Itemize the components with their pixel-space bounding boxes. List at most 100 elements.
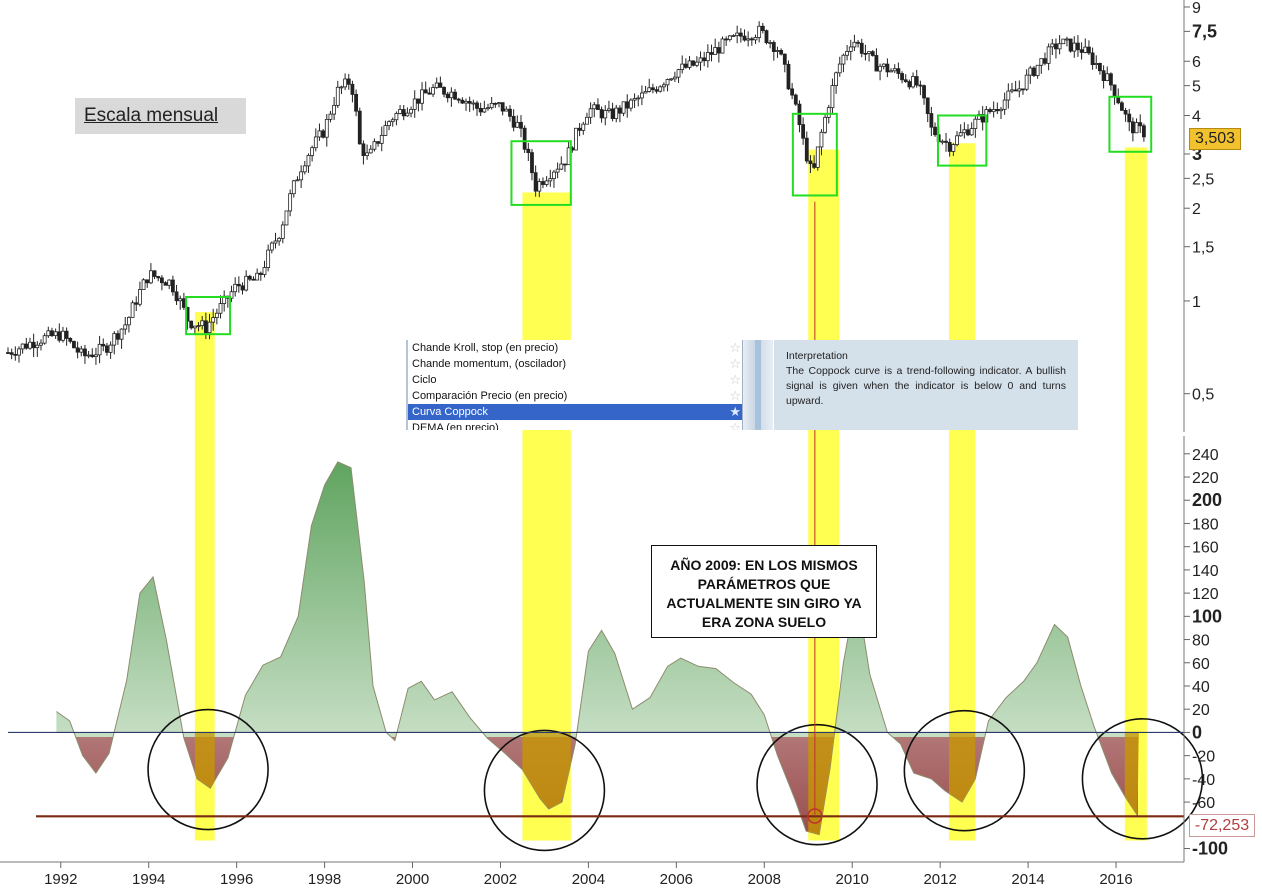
candle-body (86, 354, 91, 357)
candle-body (339, 86, 344, 89)
candle-body (1010, 89, 1014, 92)
candle-body (343, 78, 348, 88)
candle-body (676, 69, 681, 78)
candle-body (453, 91, 457, 100)
candle-body (988, 109, 992, 113)
star-icon[interactable]: ☆ (729, 420, 741, 430)
candle-body (636, 97, 641, 100)
candle-body (116, 333, 120, 340)
candle-body (907, 81, 912, 88)
candle-body (1120, 102, 1124, 111)
indicator-item-selected[interactable]: Curva Coppock ★ (408, 404, 744, 420)
candle-body (753, 37, 758, 41)
candle-body (775, 50, 780, 52)
indicator-item[interactable]: Comparación Precio (en precio) ☆ (412, 388, 741, 403)
candle-body (955, 135, 959, 146)
candle-body (585, 116, 589, 125)
candle-body (658, 86, 663, 92)
candle-body (269, 242, 274, 251)
candle-body (379, 135, 384, 144)
candle-body (64, 330, 69, 339)
candle-body (1046, 46, 1051, 64)
last-coppock-badge: -72,253 (1189, 814, 1255, 837)
candle-body (1065, 38, 1069, 41)
candle-body (328, 113, 333, 120)
candle-body (90, 354, 95, 358)
candle-body (977, 114, 981, 120)
yellow-zone-3 (948, 143, 976, 841)
candle-body (196, 325, 201, 328)
candle-body (643, 91, 648, 94)
coppock-y-tick: 0 (1192, 722, 1202, 742)
candle-body (614, 107, 619, 119)
candle-body (749, 38, 754, 41)
candle-body (401, 109, 406, 117)
candle-body (944, 140, 948, 143)
candle-body (720, 38, 725, 54)
candle-body (834, 72, 839, 86)
candle-body (493, 102, 498, 105)
candle-body (383, 125, 388, 136)
black-circle-4 (1081, 718, 1204, 840)
candle-body (683, 63, 688, 68)
star-icon[interactable]: ☆ (729, 356, 741, 371)
candle-body (13, 353, 18, 356)
star-icon[interactable]: ☆ (729, 372, 741, 387)
candle-body (687, 60, 692, 68)
candle-body (1083, 46, 1088, 53)
star-icon[interactable]: ☆ (729, 340, 741, 355)
candle-body (497, 102, 501, 105)
x-tick-label: 2016 (1099, 871, 1132, 888)
candle-body (548, 178, 553, 182)
info-text: The Coppock curve is a trend-following i… (786, 365, 1066, 407)
indicator-item[interactable]: Chande momentum, (oscilador) ☆ (412, 356, 741, 371)
candle-body (863, 52, 868, 55)
star-icon[interactable]: ★ (729, 404, 741, 419)
indicator-item[interactable]: Ciclo ☆ (412, 372, 741, 387)
candle-body (218, 303, 223, 314)
candle-body (1094, 63, 1099, 65)
candle-body (61, 330, 65, 341)
x-tick-label: 2012 (923, 871, 956, 888)
candle-body (555, 168, 560, 173)
panel-splitter[interactable] (742, 340, 773, 430)
candle-body (515, 121, 520, 128)
x-tick-label: 2004 (572, 871, 605, 888)
scale-label[interactable]: Escala mensual (75, 98, 246, 134)
candle-body (68, 338, 73, 342)
indicator-list[interactable]: Chande Kroll, stop (en precio) ☆ Chande m… (406, 340, 744, 430)
price-y-tick: 6 (1192, 54, 1201, 71)
candle-body (489, 102, 494, 109)
candle-body (449, 91, 454, 99)
price-y-tick: 9 (1192, 0, 1201, 17)
indicator-item[interactable]: Chande Kroll, stop (en precio) ☆ (412, 340, 741, 355)
coppock-y-tick: 160 (1192, 540, 1219, 557)
candle-body (192, 325, 197, 329)
indicator-item[interactable]: DEMA (en precio) ☆ (408, 420, 744, 430)
candle-body (933, 126, 937, 136)
candle-body (859, 42, 864, 54)
candle-body (793, 94, 798, 105)
candle-body (640, 92, 644, 99)
black-circle-2 (756, 723, 878, 846)
candle-body (716, 47, 721, 54)
candle-body (727, 35, 732, 40)
candle-body (1105, 73, 1110, 82)
candle-body (1131, 121, 1135, 134)
candle-body (764, 30, 769, 44)
candle-body (1112, 84, 1117, 98)
candle-body (702, 57, 707, 62)
candle-body (412, 98, 417, 110)
star-icon[interactable]: ☆ (729, 388, 741, 403)
candle-body (544, 180, 549, 185)
candle-body (1017, 88, 1022, 92)
splitter-handle[interactable] (755, 340, 761, 430)
x-tick-label: 1996 (220, 871, 253, 888)
candle-body (42, 335, 47, 344)
candle-body (361, 143, 366, 156)
candle-body (119, 328, 124, 340)
last-price-badge: 3,503 (1189, 128, 1241, 150)
annotation-box: AÑO 2009: EN LOS MISMOS PARÁMETROS QUE A… (651, 545, 877, 638)
candle-body (672, 76, 677, 80)
candle-body (273, 240, 278, 244)
